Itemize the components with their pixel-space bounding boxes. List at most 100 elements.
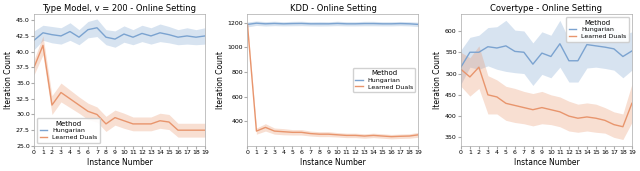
Y-axis label: Iteration Count: Iteration Count xyxy=(433,51,442,109)
Learned Duals xyxy=(610,124,618,126)
Learned Duals xyxy=(538,107,546,109)
Hungarian xyxy=(271,22,278,24)
Hungarian xyxy=(156,32,164,34)
Hungarian xyxy=(93,27,101,29)
Learned Duals xyxy=(601,119,609,121)
Learned Duals xyxy=(520,107,528,109)
Learned Duals xyxy=(342,134,350,136)
Learned Duals xyxy=(30,66,38,68)
X-axis label: Instance Number: Instance Number xyxy=(86,158,152,167)
Learned Duals xyxy=(307,133,314,135)
Hungarian xyxy=(360,23,368,25)
Line: Hungarian: Hungarian xyxy=(248,23,419,24)
Hungarian xyxy=(316,23,323,25)
Hungarian xyxy=(538,52,546,54)
Learned Duals xyxy=(84,110,92,112)
Learned Duals xyxy=(75,104,83,106)
Hungarian xyxy=(289,23,296,25)
Learned Duals xyxy=(165,121,173,123)
Hungarian xyxy=(466,51,474,53)
Learned Duals xyxy=(156,120,164,122)
Learned Duals xyxy=(298,131,305,133)
Learned Duals xyxy=(565,115,573,117)
Hungarian xyxy=(307,23,314,25)
Hungarian xyxy=(601,46,609,48)
Learned Duals xyxy=(628,102,636,104)
Learned Duals xyxy=(547,109,555,111)
Y-axis label: Iteration Count: Iteration Count xyxy=(216,51,225,109)
Learned Duals xyxy=(457,68,465,70)
Hungarian xyxy=(379,23,387,25)
Hungarian xyxy=(30,39,38,41)
Learned Duals xyxy=(280,131,287,133)
Legend: Hungarian, Learned Duals: Hungarian, Learned Duals xyxy=(566,17,628,42)
Learned Duals xyxy=(379,135,387,137)
Hungarian xyxy=(342,23,350,25)
Learned Duals xyxy=(475,66,483,68)
Hungarian xyxy=(406,23,413,25)
Learned Duals xyxy=(574,117,582,119)
Learned Duals xyxy=(415,134,422,136)
Learned Duals xyxy=(244,23,252,25)
Hungarian xyxy=(253,22,260,24)
Hungarian xyxy=(502,45,509,47)
Title: Type Model, v = 200 - Online Setting: Type Model, v = 200 - Online Setting xyxy=(42,4,196,13)
X-axis label: Instance Number: Instance Number xyxy=(513,158,579,167)
Learned Duals xyxy=(360,135,368,137)
Hungarian xyxy=(57,35,65,37)
Legend: Hungarian, Learned Duals: Hungarian, Learned Duals xyxy=(353,68,415,92)
Hungarian xyxy=(415,23,422,25)
Title: Covertype - Online Setting: Covertype - Online Setting xyxy=(490,4,602,13)
Learned Duals xyxy=(271,130,278,132)
Line: Learned Duals: Learned Duals xyxy=(248,24,419,137)
Hungarian xyxy=(75,36,83,38)
Hungarian xyxy=(511,50,519,52)
Hungarian xyxy=(102,36,110,38)
Hungarian xyxy=(592,45,600,47)
Hungarian xyxy=(475,51,483,53)
Hungarian xyxy=(529,63,537,65)
Hungarian xyxy=(493,47,500,49)
Hungarian xyxy=(39,32,47,34)
Learned Duals xyxy=(351,134,359,136)
Learned Duals xyxy=(466,76,474,78)
Hungarian xyxy=(397,23,404,25)
Learned Duals xyxy=(147,123,155,125)
Learned Duals xyxy=(316,133,323,135)
Learned Duals xyxy=(583,116,591,118)
Learned Duals xyxy=(102,123,110,125)
Line: Hungarian: Hungarian xyxy=(34,28,205,40)
Learned Duals xyxy=(66,98,74,100)
Hungarian xyxy=(351,23,359,25)
Learned Duals xyxy=(57,91,65,94)
Line: Hungarian: Hungarian xyxy=(461,44,632,67)
Learned Duals xyxy=(174,129,182,131)
Learned Duals xyxy=(333,134,341,136)
Learned Duals xyxy=(183,129,191,131)
Hungarian xyxy=(298,22,305,24)
Learned Duals xyxy=(529,109,537,111)
Learned Duals xyxy=(493,96,500,98)
Learned Duals xyxy=(39,44,47,46)
Hungarian xyxy=(147,35,155,37)
Hungarian xyxy=(48,34,56,36)
Hungarian xyxy=(574,60,582,62)
Learned Duals xyxy=(111,117,119,119)
Learned Duals xyxy=(502,102,509,104)
Hungarian xyxy=(138,32,146,34)
Hungarian xyxy=(520,51,528,53)
Hungarian xyxy=(565,60,573,62)
Learned Duals xyxy=(201,129,209,131)
Hungarian xyxy=(262,23,269,25)
Learned Duals xyxy=(397,135,404,137)
Hungarian xyxy=(244,23,252,25)
Learned Duals xyxy=(388,136,396,138)
Hungarian xyxy=(628,50,636,52)
Hungarian xyxy=(547,55,555,57)
Hungarian xyxy=(120,33,128,35)
Hungarian xyxy=(174,36,182,38)
Hungarian xyxy=(333,22,341,24)
Hungarian xyxy=(583,44,591,46)
Hungarian xyxy=(619,55,627,57)
Learned Duals xyxy=(619,126,627,128)
